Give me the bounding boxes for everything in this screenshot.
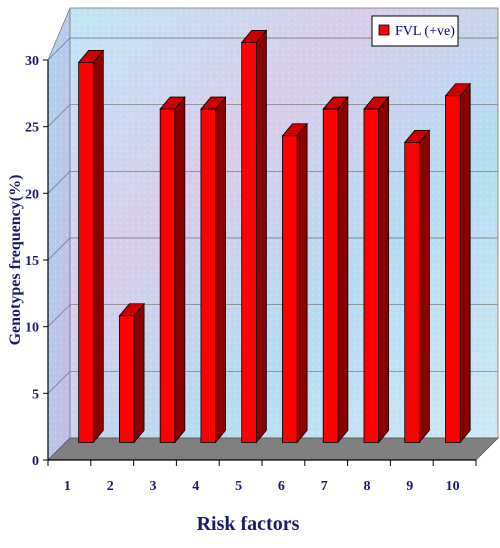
bar (77, 49, 105, 444)
gridline (47, 370, 498, 394)
bar-front (119, 315, 135, 443)
bar (444, 82, 472, 444)
gridline (47, 104, 498, 127)
x-tick-label: 6 (278, 479, 285, 494)
y-tick-label: 30 (25, 54, 39, 69)
gridline (47, 237, 498, 261)
bar-front (200, 108, 217, 443)
x-axis-title: Risk factors (197, 513, 300, 535)
gridline (47, 37, 498, 61)
bar-front (445, 95, 461, 443)
bar (240, 29, 268, 444)
left-wall-texture (48, 8, 70, 460)
chart-walls (47, 7, 499, 461)
bar-side (133, 302, 145, 444)
bar-side (255, 29, 267, 444)
bar-side (174, 95, 186, 444)
bar (118, 302, 145, 444)
bar-side (215, 95, 227, 444)
y-tick-label: 0 (32, 454, 39, 469)
x-tick-label: 1 (64, 479, 71, 494)
y-tick-label: 10 (25, 321, 39, 336)
bar-side (337, 95, 349, 444)
gridlines (47, 37, 498, 394)
bar-front (404, 141, 420, 443)
y-tick-label: 15 (25, 254, 39, 269)
y-tick-label: 5 (32, 387, 39, 402)
legend-label: FVL (+ve) (395, 24, 455, 39)
gridline (47, 170, 498, 194)
bar-front (78, 62, 94, 443)
bar-side (459, 82, 471, 444)
bar (403, 129, 431, 444)
bar-front (363, 108, 380, 443)
bars-group (77, 29, 472, 444)
bar-side (419, 129, 430, 444)
bar-front (282, 135, 298, 443)
bar (281, 122, 308, 444)
floor-plane (47, 437, 499, 461)
bar-side (378, 95, 390, 444)
bar-front (159, 108, 176, 443)
x-tick-label: 7 (321, 479, 328, 494)
x-tick-label: 4 (192, 479, 199, 494)
chart-floor (47, 437, 499, 461)
x-tick-label: 9 (406, 479, 413, 494)
gridline (47, 304, 498, 327)
bar (159, 95, 186, 444)
bar (200, 95, 227, 444)
x-tick-label: 3 (150, 479, 157, 494)
y-axis-title: Genotypes frequency(%) (7, 175, 24, 346)
x-tick-label: 8 (364, 479, 371, 494)
axes (43, 59, 477, 466)
bar-front (322, 108, 339, 443)
bar-side (296, 122, 308, 444)
y-tick-label: 25 (25, 121, 39, 136)
legend-swatch (378, 24, 390, 36)
y-tick-labels: 0 5 10 15 20 25 30 (25, 54, 39, 469)
x-tick-label: 2 (107, 479, 114, 494)
bar (363, 95, 390, 444)
legend: FVL (+ve) (371, 15, 459, 47)
x-tick-label: 5 (235, 479, 242, 494)
x-tick-label: 10 (446, 479, 460, 494)
y-tick-label: 20 (25, 187, 39, 202)
bar-front (241, 42, 257, 443)
bar-side (92, 49, 104, 444)
bar (322, 95, 349, 444)
x-tick-labels: 1 2 3 4 5 6 7 8 9 10 (64, 479, 460, 494)
